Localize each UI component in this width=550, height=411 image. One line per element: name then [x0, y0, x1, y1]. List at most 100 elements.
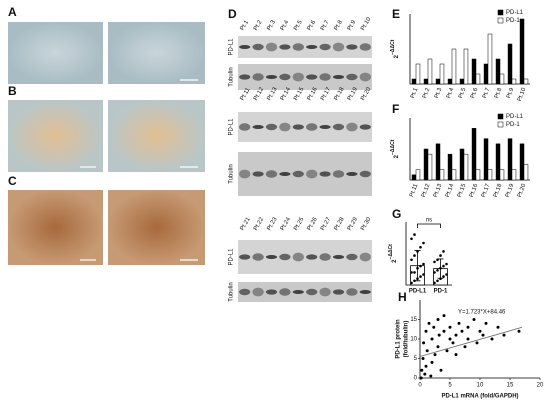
- panel-label: H: [398, 290, 407, 304]
- blot-band: [306, 169, 318, 179]
- x-tick-label: Pt.7: [482, 87, 492, 100]
- y-label-base: 2: [394, 54, 400, 58]
- blot-band: [359, 290, 371, 294]
- bar: [415, 63, 421, 85]
- data-point: [466, 337, 470, 341]
- x-tick-label: Pt.16: [469, 183, 480, 199]
- blot-band: [239, 288, 251, 296]
- data-point: [422, 341, 426, 345]
- blot-row-label: PD-L1: [229, 118, 235, 136]
- data-point: [423, 372, 427, 376]
- data-point: [419, 376, 423, 380]
- data-point: [439, 368, 443, 372]
- blot-band: [332, 170, 345, 178]
- data-point: [442, 314, 446, 318]
- x-tick-label: 0: [418, 383, 422, 389]
- blot-band: [319, 43, 331, 51]
- bar: [507, 43, 513, 85]
- blot-band: [346, 122, 358, 132]
- data-point: [419, 264, 422, 268]
- data-point: [429, 374, 433, 378]
- blot-band: [292, 124, 304, 130]
- bar: [423, 78, 429, 85]
- blot-band: [292, 290, 304, 294]
- data-point: [442, 275, 445, 278]
- significance-bracket: [417, 223, 441, 228]
- lane-label: Pt.23: [266, 216, 279, 232]
- data-point: [460, 329, 464, 333]
- bar: [483, 63, 489, 85]
- bar: [423, 148, 429, 181]
- lane-label: Pt.3: [266, 19, 277, 32]
- lane-label: Pt.22: [253, 216, 266, 232]
- data-point: [481, 333, 485, 337]
- blot-band: [319, 73, 331, 81]
- bar: [483, 138, 489, 181]
- data-point: [484, 321, 488, 325]
- blot-band: [265, 170, 278, 178]
- blot-row-label: Tubulin: [229, 67, 235, 86]
- x-tick-label: Pt.8: [494, 87, 504, 100]
- x-tick-label: Pt.18: [493, 183, 504, 199]
- blot-band: [306, 45, 318, 49]
- bar: [447, 78, 453, 85]
- y-label-base: 2: [394, 154, 400, 158]
- data-point: [454, 333, 458, 337]
- blot-band: [265, 255, 278, 259]
- data-point: [433, 353, 437, 357]
- blot-band: [332, 42, 345, 52]
- bar: [487, 169, 493, 181]
- data-point: [419, 245, 422, 249]
- data-point: [436, 345, 440, 349]
- legend-swatch: [497, 121, 504, 128]
- bar: [439, 169, 445, 181]
- x-tick-label: Pt.19: [505, 183, 516, 199]
- data-point: [457, 321, 461, 325]
- blot-band: [252, 43, 264, 51]
- blot-band: [346, 288, 358, 296]
- blot-band: [346, 253, 358, 261]
- data-point: [424, 329, 428, 333]
- data-point: [517, 329, 521, 333]
- blot-band: [239, 254, 251, 260]
- data-point: [420, 368, 424, 372]
- blot-band: [346, 172, 358, 176]
- lane-label: Pt.25: [293, 216, 306, 232]
- blot-band: [359, 43, 371, 51]
- data-point: [432, 325, 436, 329]
- bar: [415, 169, 421, 181]
- data-point: [436, 269, 439, 272]
- y-tick-label: 5: [414, 356, 418, 362]
- data-point: [430, 337, 434, 341]
- lane-label: Pt.27: [320, 216, 333, 232]
- blot-band: [239, 123, 251, 131]
- y-axis-label: 2−ΔΔCt: [388, 244, 397, 263]
- x-tick-label: Pt.14: [445, 183, 456, 199]
- panel-label: G: [392, 207, 401, 221]
- blot-row-label: PD-L1: [229, 248, 235, 266]
- bar: [523, 164, 529, 181]
- y-axis-label: (fold/tubulin): [404, 321, 410, 358]
- legend-label: PD-1: [506, 122, 520, 128]
- y-tick-label: 10: [410, 337, 417, 343]
- blot-band: [332, 75, 345, 79]
- data-point: [475, 341, 479, 345]
- lane-label: Pt.30: [360, 216, 373, 232]
- bar: [511, 169, 517, 181]
- lane-label: Pt.26: [307, 216, 320, 232]
- x-tick-label: Pt.12: [421, 183, 432, 199]
- bar: [463, 48, 469, 85]
- x-tick-label: 20: [537, 383, 544, 389]
- blot-image: [238, 282, 372, 302]
- blot-band: [239, 169, 251, 179]
- data-point: [416, 250, 419, 253]
- bar: [519, 18, 525, 85]
- blot-band: [359, 170, 371, 178]
- bar: [459, 148, 465, 181]
- bar: [499, 169, 505, 181]
- blot-band: [279, 253, 291, 261]
- data-point: [433, 271, 436, 274]
- blot-band: [239, 45, 251, 49]
- data-point: [442, 264, 445, 268]
- blot-row-label: PD-L1: [229, 38, 235, 56]
